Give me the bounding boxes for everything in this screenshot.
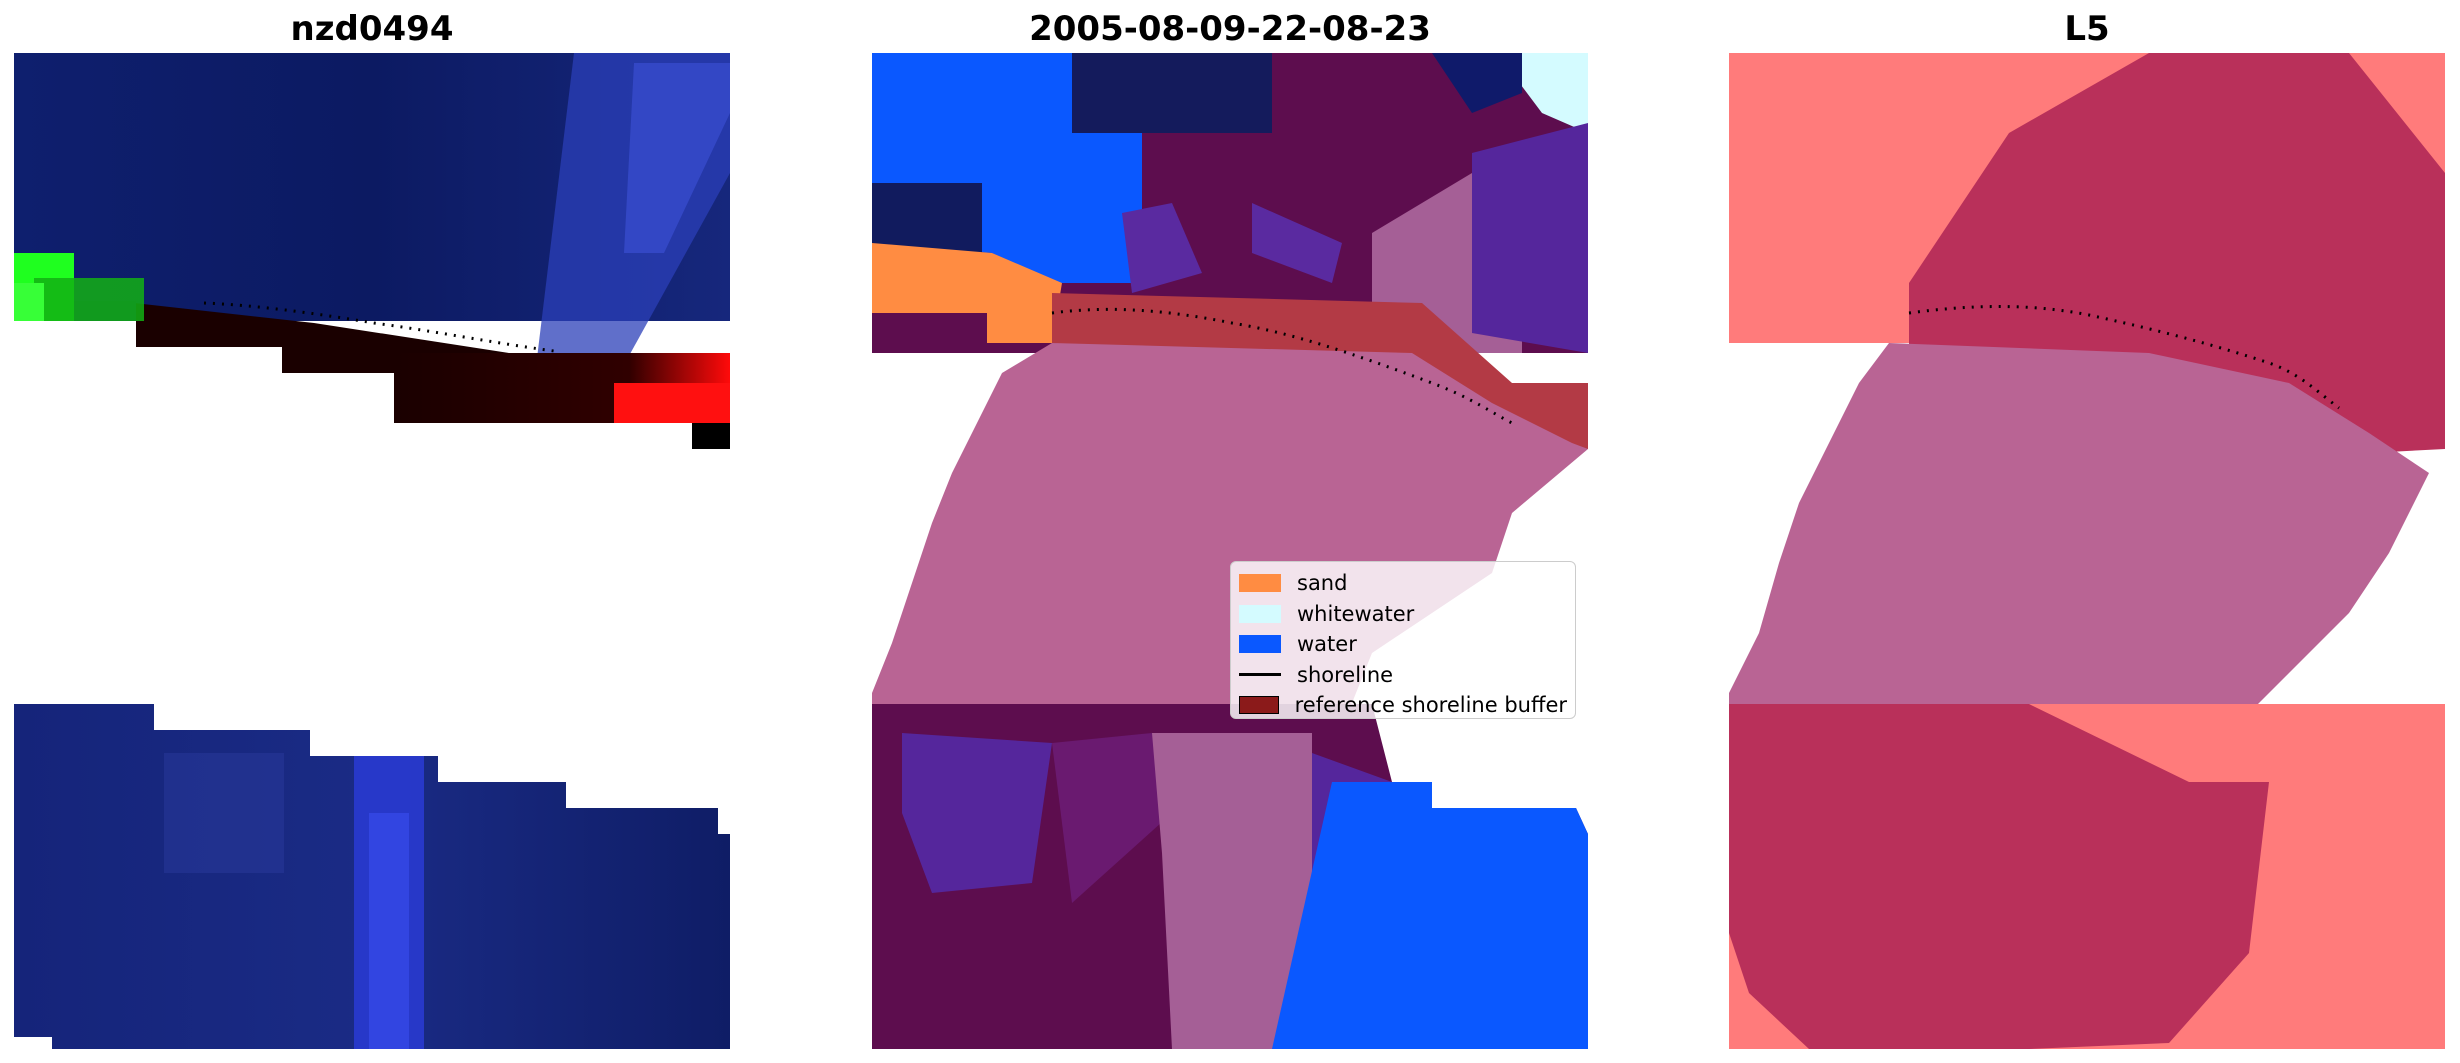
classified-bottom-region [872, 704, 1588, 1049]
whitewater-swatch [1239, 604, 1281, 623]
shoreline-swatch [1239, 673, 1281, 677]
legend-label: whitewater [1297, 601, 1415, 626]
panel-title-reference: L5 [2064, 9, 2110, 49]
satellite-image-panel [14, 53, 730, 1049]
panel-title-image: nzd0494 [290, 9, 454, 49]
shoreline-line [1908, 305, 2340, 410]
legend-label: shoreline [1297, 662, 1394, 687]
legend-item-reference-buffer: reference shoreline buffer [1239, 690, 1567, 721]
legend-item-water: water [1239, 629, 1567, 660]
reference-bottom-buffer [1729, 704, 2269, 1049]
legend-item-sand: sand [1239, 568, 1567, 599]
reference-buffer-swatch [1239, 696, 1279, 715]
legend: sand whitewater water shoreline referenc… [1230, 561, 1576, 719]
legend-label: reference shoreline buffer [1294, 693, 1567, 718]
legend-label: sand [1297, 571, 1348, 596]
image-bottom-region [14, 704, 730, 1049]
panel-title-classified: 2005-08-09-22-08-23 [1029, 9, 1431, 49]
reference-buffer-panel [1729, 53, 2445, 1049]
image-top-region [14, 53, 730, 449]
reference-land-region [1729, 343, 2429, 783]
classified-image-panel [872, 53, 1588, 1049]
water-swatch [1239, 635, 1281, 654]
shoreline-line [203, 301, 555, 353]
legend-label: water [1297, 632, 1357, 657]
legend-item-whitewater: whitewater [1239, 599, 1567, 630]
legend-item-shoreline: shoreline [1239, 660, 1567, 691]
sand-swatch [1239, 574, 1281, 593]
